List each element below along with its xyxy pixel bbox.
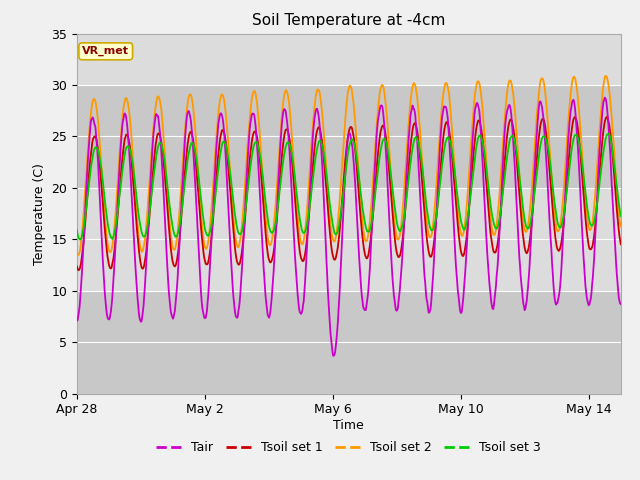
Bar [77, 291, 621, 394]
X-axis label: Time: Time [333, 419, 364, 432]
Title: Soil Temperature at -4cm: Soil Temperature at -4cm [252, 13, 445, 28]
Text: VR_met: VR_met [82, 46, 129, 57]
Bar [77, 85, 621, 188]
Legend: Tair, Tsoil set 1, Tsoil set 2, Tsoil set 3: Tair, Tsoil set 1, Tsoil set 2, Tsoil se… [152, 436, 546, 459]
Y-axis label: Temperature (C): Temperature (C) [33, 163, 45, 264]
